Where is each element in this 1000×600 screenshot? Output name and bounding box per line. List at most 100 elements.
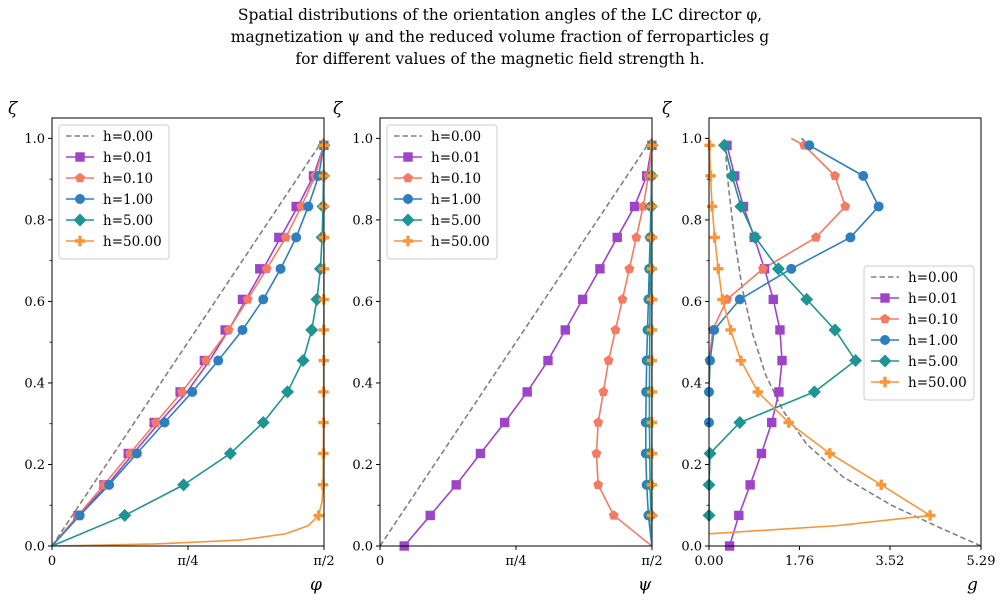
data-point-h=5.00-5	[296, 354, 310, 368]
x-tick-label-1: 1.76	[785, 554, 814, 569]
x-tick-label-1: π/4	[505, 554, 526, 569]
y-tick-label-5: 1.0	[352, 132, 373, 147]
series-line-h=0.00	[52, 137, 324, 546]
data-point-h=5.00-6	[828, 323, 842, 337]
data-point-h=5.00-4	[807, 385, 821, 399]
data-point-h=0.10-6	[610, 324, 621, 335]
figure-title: Spatial distributions of the orientation…	[0, 4, 1000, 70]
y-tick-label-5: 1.0	[681, 132, 702, 147]
chart-panel-2: 0 π/4 π/20.00.20.40.60.81.0ζψh=0.00h=0.01h…	[333, 99, 663, 595]
data-point-h=1.00-2	[705, 355, 716, 366]
y-tick-label-1: 0.2	[681, 458, 702, 473]
data-point-h=5.00-4	[280, 385, 295, 399]
y-tick-label-2: 0.4	[681, 376, 702, 391]
data-point-h=50.00-4	[752, 386, 764, 398]
data-point-h=5.00-12	[717, 138, 731, 152]
series-line-h=0.00	[380, 137, 652, 546]
data-point-h=5.00-9	[748, 230, 762, 244]
data-point-h=1.00-10	[303, 201, 314, 212]
data-point-h=0.01-4	[767, 417, 777, 428]
legend-label-3: h=1.00	[908, 333, 958, 349]
data-point-h=0.10-3	[758, 263, 768, 274]
series-line-h=1.00	[52, 145, 324, 546]
data-point-h=0.10-8	[624, 263, 635, 274]
data-point-h=0.10-6	[830, 170, 840, 181]
x-axis-label: ψ	[638, 575, 652, 595]
data-point-h=0.10-3	[150, 417, 161, 427]
data-point-h=0.01-7	[775, 325, 785, 335]
data-point-h=1.00-9	[291, 232, 302, 243]
data-point-h=1.00-3	[159, 417, 170, 428]
y-tick-label-1: 0.2	[352, 458, 373, 473]
data-point-h=5.00-2	[703, 446, 717, 460]
series-line-h=0.10	[52, 145, 324, 546]
legend-marker-h=1.00	[880, 335, 890, 345]
data-point-h=5.00-10	[734, 199, 748, 213]
data-point-h=0.10-8	[261, 263, 272, 274]
data-point-h=0.01-4	[499, 417, 510, 428]
data-point-h=0.10-4	[176, 386, 187, 397]
data-point-h=0.10-5	[603, 355, 614, 365]
data-point-h=1.00-7	[873, 201, 884, 212]
x-tick-label-2: π/2	[641, 554, 662, 569]
data-point-h=50.00-3	[783, 417, 794, 428]
data-point-h=0.10-3	[593, 417, 604, 427]
data-point-h=5.00-7	[800, 292, 814, 306]
data-point-h=0.01-2	[451, 480, 461, 490]
legend-marker-h=5.00	[73, 213, 87, 227]
legend-marker-h=0.10	[880, 313, 890, 324]
series-line-h=0.10	[595, 145, 652, 546]
data-point-h=0.01-6	[777, 355, 787, 366]
data-point-h=1.00-6	[237, 324, 248, 335]
x-tick-label-0: 0.00	[695, 554, 724, 569]
data-point-h=1.00-7	[258, 294, 269, 305]
data-point-h=5.00-8	[771, 262, 785, 276]
legend: h=0.00 h=0.01 h=0.10 h=1.00 h=5.00 h=50.00	[58, 124, 170, 260]
series-line-h=1.00	[709, 137, 880, 423]
data-point-h=5.00-1	[177, 478, 191, 492]
data-point-h=1.00-4	[187, 386, 198, 397]
legend-marker-h=50.00	[879, 376, 891, 388]
x-axis-label: φ	[310, 575, 322, 595]
data-point-h=1.00-2	[131, 448, 142, 459]
data-point-h=0.01-3	[475, 448, 486, 459]
y-tick-label-3: 0.6	[681, 295, 702, 310]
data-point-h=50.00-7	[717, 294, 728, 305]
data-point-h=50.00-5	[735, 355, 747, 366]
x-tick-label-2: 3.52	[876, 554, 905, 569]
data-point-h=0.10-7	[242, 294, 253, 304]
chart-panel-3: 0.00 1.76 3.52 5.29 0.0 0.2 0.4 0.6 0.8 1.0 ζ g h=0.…	[662, 99, 995, 595]
data-point-h=50.00-2	[318, 448, 329, 459]
legend-box	[863, 265, 975, 401]
legend-marker-h=0.10	[75, 172, 85, 183]
legend-label-4: h=5.00	[103, 213, 153, 229]
data-point-h=50.00-11	[705, 170, 716, 182]
x-axis-label: g	[967, 575, 978, 595]
legend-label-0: h=0.00	[431, 129, 481, 145]
legend-marker-h=5.00	[401, 213, 415, 227]
x-tick-label-1: π/4	[177, 554, 198, 569]
series-line-h=0.01	[403, 145, 652, 546]
legend-label-1: h=0.01	[431, 150, 481, 166]
data-point-h=1.00-5	[213, 355, 224, 366]
legend-label-1: h=0.01	[103, 150, 153, 166]
data-point-h=0.10-2	[591, 448, 602, 458]
chart-panel-1: 0 π/4 π/20.00.20.40.60.81.0ζφh=0.00h=0.01h…	[8, 99, 335, 595]
title-line-3: for different values of the magnetic fie…	[295, 50, 705, 68]
series-line-h=0.01	[52, 145, 324, 546]
data-point-h=0.01-1	[425, 510, 435, 521]
x-tick-label-3: 5.29	[967, 554, 996, 569]
data-point-h=1.00-1	[104, 479, 115, 490]
y-tick-label-2: 0.4	[24, 376, 45, 391]
data-point-h=0.01-3	[756, 448, 767, 459]
data-point-h=5.00-2	[223, 446, 237, 460]
data-point-h=50.00-0	[313, 510, 324, 521]
data-point-h=0.01-1	[734, 510, 744, 521]
legend-label-0: h=0.00	[908, 270, 958, 286]
data-point-h=0.10-5	[840, 201, 851, 211]
legend-marker-h=0.01	[75, 152, 85, 162]
data-point-h=5.00-3	[733, 415, 747, 429]
legend-label-1: h=0.01	[908, 291, 958, 307]
series-line-h=0.01	[726, 145, 783, 546]
